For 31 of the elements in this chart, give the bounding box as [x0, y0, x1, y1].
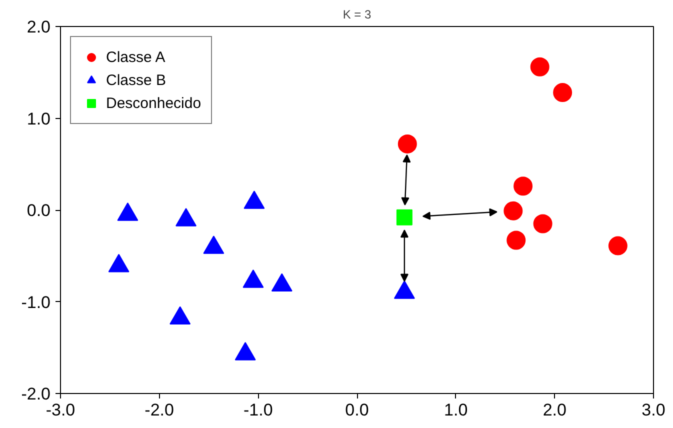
- point: [504, 201, 523, 220]
- point: [271, 273, 292, 292]
- legend-label: Classe A: [106, 48, 166, 66]
- legend-label: Classe B: [106, 72, 166, 88]
- point: [553, 83, 572, 102]
- point: [398, 134, 417, 154]
- point: [203, 236, 224, 254]
- legend-label: Desconhecido: [106, 94, 202, 112]
- y-tick-label: 2.0: [26, 18, 51, 36]
- x-tick-label: 0.0: [345, 400, 369, 420]
- y-tick-label: -1.0: [21, 292, 51, 312]
- x-tick-label: -2.0: [144, 400, 174, 420]
- point: [514, 176, 533, 196]
- x-tick-label: -1.0: [244, 400, 273, 420]
- point: [530, 57, 550, 76]
- y-tick-label: 1.0: [26, 109, 51, 128]
- x-tick-label: 2.0: [542, 400, 566, 420]
- point: [176, 208, 197, 226]
- point: [394, 280, 415, 299]
- chart-title: K = 3: [342, 8, 372, 22]
- point: [242, 270, 264, 288]
- y-tick-label: 0.0: [26, 201, 51, 220]
- point: [170, 306, 191, 325]
- point: [108, 254, 130, 272]
- point: [396, 209, 412, 226]
- x-tick-label: 3.0: [642, 400, 666, 420]
- point: [117, 202, 138, 221]
- y-tick-label: -2.0: [21, 384, 51, 404]
- point: [234, 342, 256, 360]
- x-tick-label: 1.0: [444, 400, 468, 420]
- x-tick-label: -3.0: [46, 400, 76, 420]
